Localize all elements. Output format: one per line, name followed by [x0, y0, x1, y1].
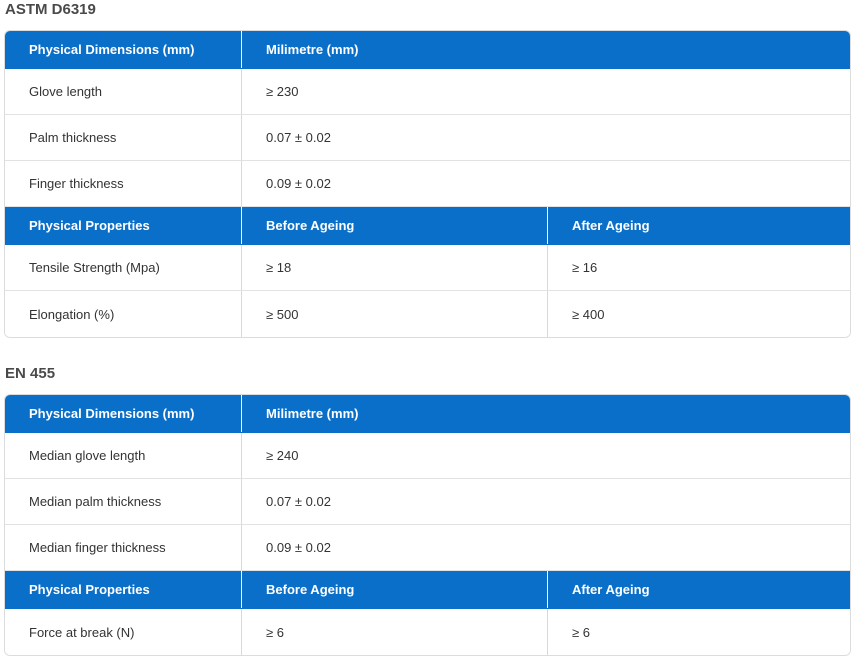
- header-cell: After Ageing: [547, 207, 850, 244]
- row-value: 0.09 ± 0.02: [241, 161, 850, 206]
- header-cell: Physical Dimensions (mm): [29, 42, 195, 57]
- row-label: Median glove length: [29, 448, 146, 463]
- row-value: 0.09 ± 0.02: [241, 525, 850, 570]
- header-cell: After Ageing: [547, 571, 850, 608]
- table-row: Median palm thickness 0.07 ± 0.02: [5, 479, 850, 525]
- row-label: Force at break (N): [29, 624, 135, 640]
- row-value-after: ≥ 6: [547, 609, 850, 655]
- table-header-dimensions: Physical Dimensions (mm) Milimetre (mm): [5, 395, 850, 433]
- table-row: Palm thickness 0.07 ± 0.02: [5, 115, 850, 161]
- table-row: Elongation (%) ≥ 500 ≥ 400: [5, 291, 850, 337]
- row-value-before: ≥ 6: [241, 609, 547, 655]
- header-cell: Physical Properties: [29, 582, 150, 597]
- spec-table-en455: Physical Dimensions (mm) Milimetre (mm) …: [4, 394, 851, 656]
- row-value-before: ≥ 500: [241, 291, 547, 337]
- table-row: Median finger thickness 0.09 ± 0.02: [5, 525, 850, 571]
- row-label: Tensile Strength (Mpa): [29, 260, 160, 275]
- header-cell: Physical Properties: [29, 218, 150, 233]
- table-row: Tensile Strength (Mpa) ≥ 18 ≥ 16: [5, 245, 850, 291]
- table-row: Glove length ≥ 230: [5, 69, 850, 115]
- row-value: 0.07 ± 0.02: [241, 115, 850, 160]
- table-header-dimensions: Physical Dimensions (mm) Milimetre (mm): [5, 31, 850, 69]
- table-header-properties: Physical Properties Before Ageing After …: [5, 571, 850, 609]
- row-value-before: ≥ 18: [241, 245, 547, 290]
- row-label: Elongation (%): [29, 306, 115, 322]
- header-cell: Before Ageing: [241, 207, 547, 244]
- row-value: ≥ 230: [241, 69, 850, 114]
- row-value-after: ≥ 400: [547, 291, 850, 337]
- section-title-en455: EN 455: [5, 365, 56, 382]
- header-cell: Milimetre (mm): [241, 31, 850, 68]
- row-label: Median palm thickness: [29, 494, 162, 509]
- table-row: Finger thickness 0.09 ± 0.02: [5, 161, 850, 207]
- row-label: Median finger thickness: [29, 540, 166, 555]
- header-cell: Before Ageing: [241, 571, 547, 608]
- row-label: Palm thickness: [29, 130, 117, 145]
- header-cell: Milimetre (mm): [241, 395, 850, 432]
- row-label: Glove length: [29, 84, 102, 99]
- table-row: Median glove length ≥ 240: [5, 433, 850, 479]
- row-value: ≥ 240: [241, 433, 850, 478]
- row-value-after: ≥ 16: [547, 245, 850, 290]
- header-cell: Physical Dimensions (mm): [29, 406, 195, 421]
- spec-table-astm: Physical Dimensions (mm) Milimetre (mm) …: [4, 30, 851, 338]
- table-row: Force at break (N) ≥ 6 ≥ 6: [5, 609, 850, 655]
- section-title-astm: ASTM D6319: [5, 1, 96, 18]
- row-value: 0.07 ± 0.02: [241, 479, 850, 524]
- table-header-properties: Physical Properties Before Ageing After …: [5, 207, 850, 245]
- row-label: Finger thickness: [29, 176, 124, 191]
